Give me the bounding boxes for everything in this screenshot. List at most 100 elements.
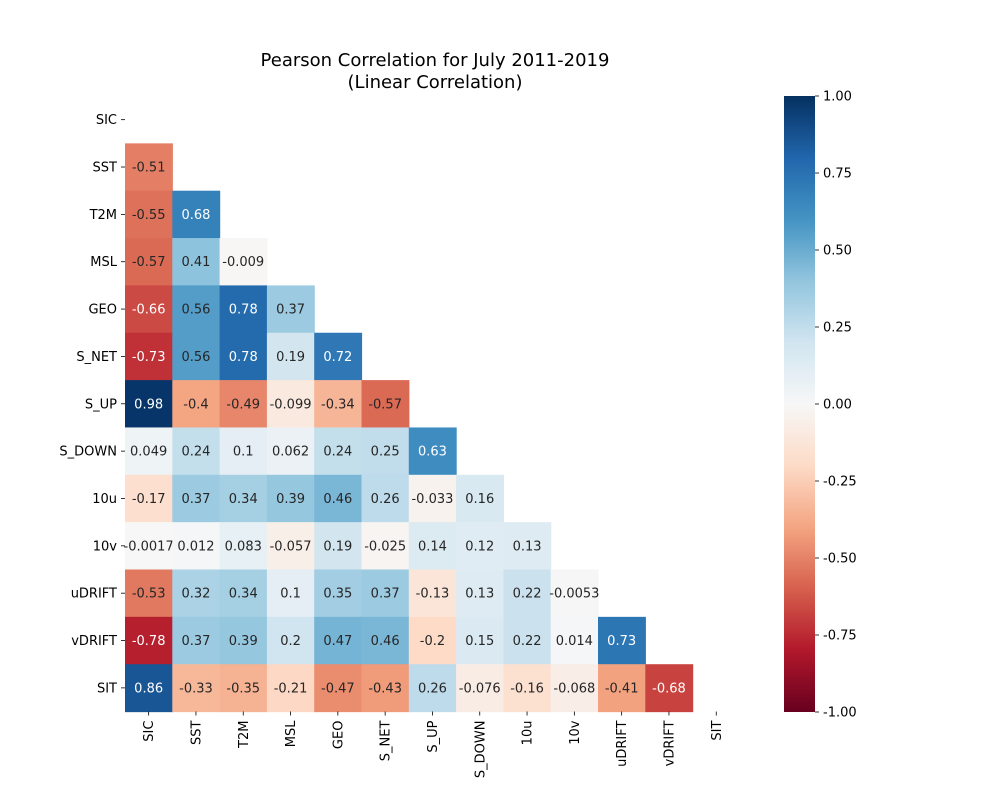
cell-value-label: 0.1 — [280, 587, 301, 602]
cell-value-label: 0.37 — [181, 634, 210, 649]
colorbar-tick-label: 0.00 — [823, 398, 852, 413]
cell-value-label: 0.35 — [323, 587, 352, 602]
colorbar: 1.00 0.75 0.50 0.25 0.00 -0.25 -0.50 -0.75 -1.00 — [784, 90, 857, 721]
cell-value-label: 0.34 — [229, 587, 258, 602]
heatmap-cell — [125, 190, 173, 239]
heatmap-cell — [361, 664, 410, 713]
cell-value-label: -0.57 — [132, 255, 166, 270]
cell-value-label: 0.39 — [229, 634, 258, 649]
x-tick-label: S_DOWN — [473, 721, 488, 779]
cell-value-label: 0.32 — [181, 587, 210, 602]
heatmap-cell — [361, 616, 410, 665]
heatmap-cell — [125, 616, 173, 665]
heatmap-cell — [219, 427, 268, 476]
cell-value-label: 0.19 — [323, 539, 352, 554]
heatmap-cell — [266, 427, 315, 476]
cell-value-label: 0.34 — [229, 492, 258, 507]
heatmap-cell — [219, 332, 268, 381]
colorbar-gradient — [784, 96, 815, 712]
heatmap-cell — [456, 474, 504, 523]
cell-value-label: 0.73 — [607, 634, 636, 649]
cell-value-label: -0.57 — [368, 397, 402, 412]
cell-value-label: -0.13 — [416, 587, 450, 602]
cell-value-label: -0.68 — [652, 681, 686, 696]
colorbar-tick-label: -0.25 — [823, 475, 857, 490]
cell-value-label: 0.1 — [233, 445, 254, 460]
cell-value-label: 0.46 — [323, 492, 352, 507]
heatmap-cell — [172, 569, 221, 618]
cell-value-label: 0.083 — [225, 539, 262, 554]
heatmap-cell — [125, 380, 173, 429]
cell-value-label: 0.12 — [465, 539, 494, 554]
y-tick-label: GEO — [88, 303, 117, 318]
y-tick-label: vDRIFT — [71, 634, 117, 649]
cell-value-label: 0.78 — [229, 303, 258, 318]
y-tick-labels: SIC SST T2M MSL GEO S_NET S_UP S_DOWN 10u 10v uDRI… — [59, 113, 125, 696]
cell-value-label: -0.0053 — [549, 587, 599, 602]
cell-value-label: 0.56 — [181, 303, 210, 318]
heatmap-cell — [408, 569, 457, 618]
cell-value-label: -0.51 — [132, 161, 166, 176]
x-tick-label: T2M — [237, 721, 252, 749]
heatmap-cell — [314, 427, 363, 476]
heatmap-cell — [219, 474, 268, 523]
heatmap-cell — [219, 285, 268, 334]
cell-value-label: -0.66 — [132, 303, 166, 318]
cell-value-label: 0.16 — [465, 492, 494, 507]
cell-value-label: -0.0017 — [124, 539, 174, 554]
colorbar-tick-label: -0.75 — [823, 629, 857, 644]
cell-value-label: 0.22 — [513, 634, 542, 649]
cell-value-label: 0.37 — [371, 587, 400, 602]
heatmap-cell — [598, 664, 646, 713]
heatmap-cell — [125, 569, 173, 618]
heatmap-cell — [172, 664, 221, 713]
heatmap-cell — [598, 616, 646, 665]
heatmap-cell — [361, 380, 410, 429]
cell-value-label: -0.21 — [274, 681, 308, 696]
heatmap-cell — [456, 569, 504, 618]
cell-value-label: -0.47 — [321, 681, 355, 696]
x-tick-label: 10v — [568, 720, 583, 745]
cell-value-label: -0.057 — [270, 539, 312, 554]
heatmap-cell — [125, 474, 173, 523]
cell-value-label: 0.25 — [371, 445, 400, 460]
y-tick-label: S_DOWN — [59, 445, 117, 460]
x-tick-label: S_NET — [379, 721, 394, 762]
x-tick-label: 10u — [521, 721, 536, 746]
heatmap-cell — [314, 616, 363, 665]
cell-value-label: 0.47 — [323, 634, 352, 649]
heatmap-cell — [125, 285, 173, 334]
heatmap-cell — [125, 427, 173, 476]
heatmap-cell — [456, 522, 504, 571]
cell-value-label: -0.068 — [553, 681, 595, 696]
x-tick-label: S_UP — [426, 720, 441, 752]
heatmap-cell — [219, 238, 268, 286]
cell-value-label: -0.2 — [420, 634, 445, 649]
heatmap-cell — [456, 616, 504, 665]
heatmap-cell — [219, 664, 268, 713]
y-tick-label: S_NET — [76, 350, 117, 365]
cell-value-label: 0.46 — [371, 634, 400, 649]
heatmap-cell — [314, 332, 363, 381]
heatmap-cell — [314, 380, 363, 429]
heatmap-cell — [266, 664, 315, 713]
heatmap-cell — [408, 474, 457, 523]
cell-value-label: -0.73 — [132, 350, 166, 365]
cell-value-label: 0.37 — [276, 303, 305, 318]
y-tick-label: SST — [93, 161, 118, 176]
cell-value-label: 0.15 — [465, 634, 494, 649]
heatmap-cell — [314, 522, 363, 571]
x-tick-label: GEO — [331, 721, 346, 750]
cell-value-label: 0.63 — [418, 445, 447, 460]
cell-value-label: -0.43 — [368, 681, 402, 696]
heatmap-cells: -0.51 -0.55 0.68 -0.57 0.41 -0.009 -0.66 0.56 0.… — [124, 143, 694, 713]
cell-value-label: 0.78 — [229, 350, 258, 365]
x-tick-label: vDRIFT — [662, 720, 677, 766]
x-tick-label: SIT — [710, 720, 725, 740]
cell-value-label: 0.2 — [280, 634, 301, 649]
heatmap-cell — [125, 522, 173, 571]
heatmap-cell — [125, 664, 173, 713]
y-tick-label: 10v — [93, 539, 118, 554]
x-tick-label: uDRIFT — [615, 720, 630, 766]
